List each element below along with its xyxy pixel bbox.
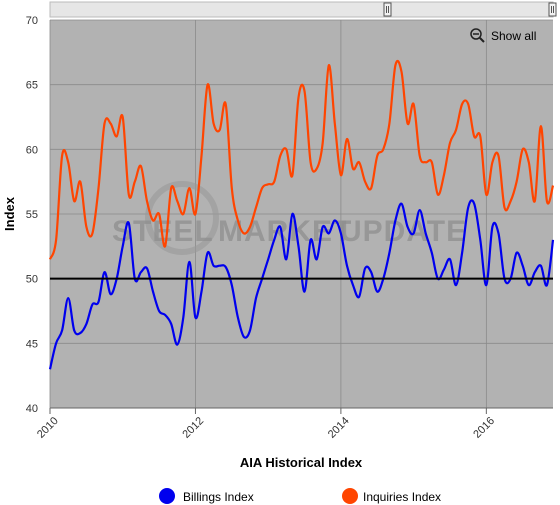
y-axis-ticks: 40 45 50 55 60 65 70	[26, 15, 38, 415]
x-tick-label: 2016	[471, 415, 497, 441]
y-tick-label: 70	[26, 15, 38, 27]
legend-label-inquiries: Inquiries Index	[363, 490, 441, 504]
y-tick-label: 50	[26, 274, 38, 286]
series-line-billings-index	[48, 199, 555, 370]
y-tick-label: 55	[26, 209, 38, 221]
legend-marker-billings	[159, 488, 175, 504]
series-layer	[48, 59, 555, 370]
legend-label-billings: Billings Index	[183, 490, 254, 504]
series-line-inquiries-index	[48, 59, 555, 260]
x-axis-title: AIA Historical Index	[240, 455, 363, 470]
y-axis-title: Index	[2, 196, 17, 231]
legend-item-inquiries[interactable]: Inquiries Index	[342, 488, 441, 504]
x-tick-label: 2012	[180, 415, 206, 441]
x-tick-label: 2010	[35, 415, 61, 441]
navigator-handle-right[interactable]	[548, 2, 557, 17]
x-axis-ticks: 2010 2012 2014 2016	[35, 407, 553, 441]
navigator-handle-left[interactable]	[383, 2, 392, 17]
y-tick-label: 65	[26, 80, 38, 92]
show-all-label[interactable]: Show all	[491, 29, 536, 43]
legend: Billings Index Inquiries Index	[159, 488, 441, 504]
y-tick-label: 40	[26, 403, 38, 415]
show-all-button[interactable]: Show all	[470, 28, 536, 43]
watermark-text-3: UPDATE	[340, 215, 467, 248]
y-tick-label: 45	[26, 338, 38, 350]
x-tick-label: 2014	[326, 415, 352, 441]
navigator-bar[interactable]	[49, 1, 557, 18]
legend-item-billings[interactable]: Billings Index	[159, 488, 254, 504]
zoom-out-icon[interactable]	[470, 28, 482, 40]
legend-marker-inquiries	[342, 488, 358, 504]
y-tick-label: 60	[26, 144, 38, 156]
